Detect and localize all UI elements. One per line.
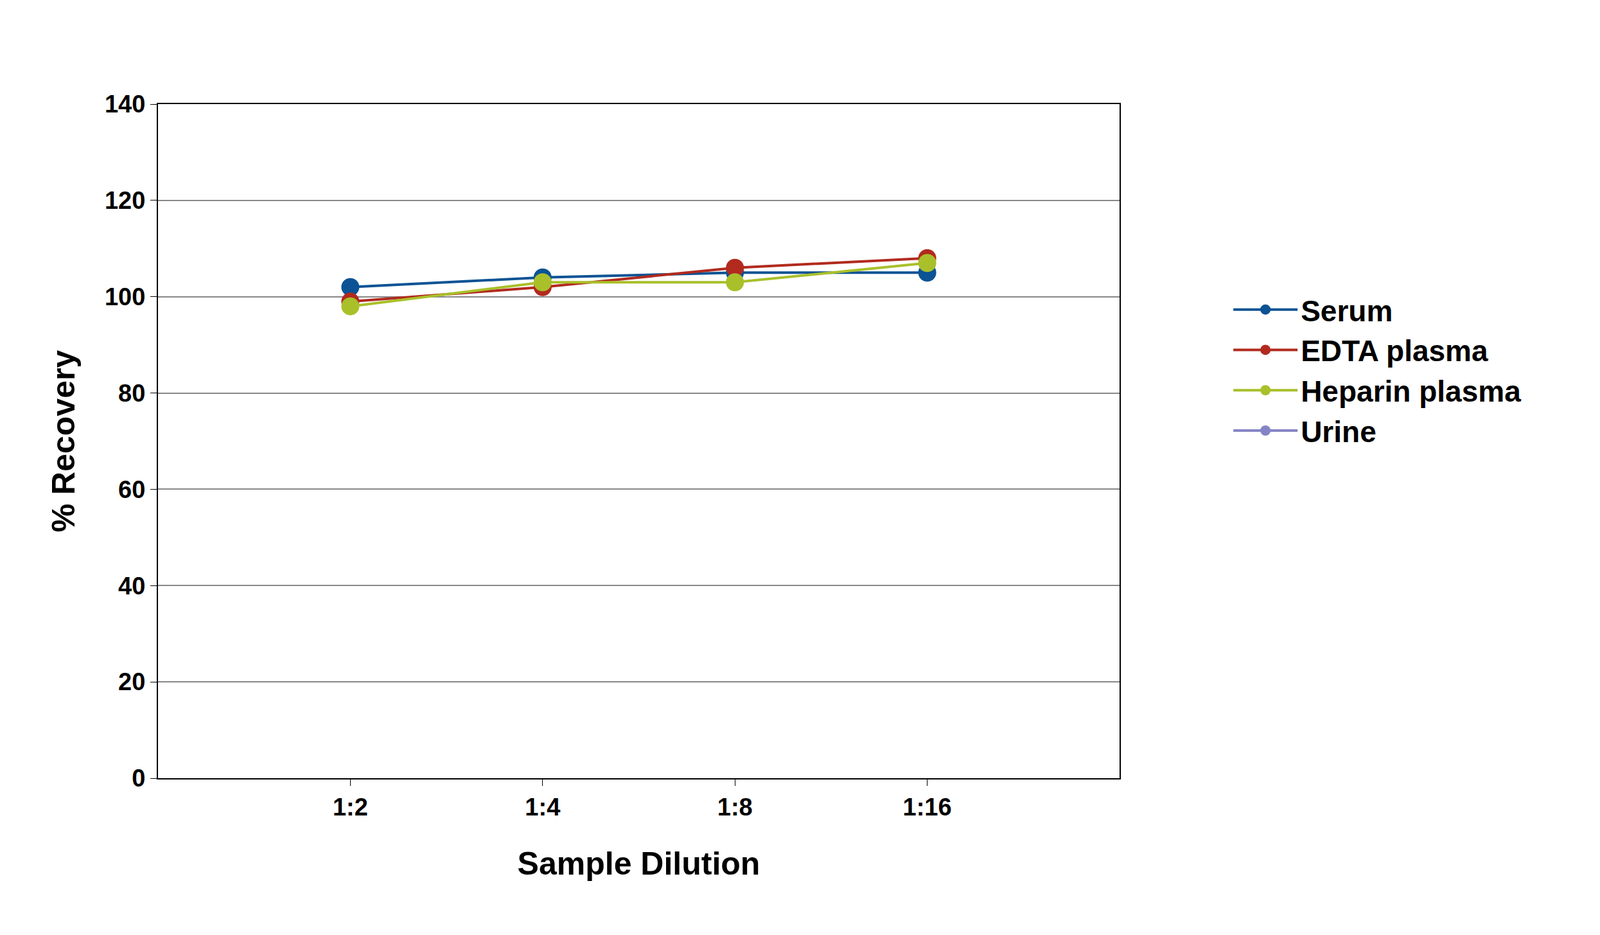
svg-text:20: 20 <box>118 668 146 695</box>
svg-text:Sample Dilution: Sample Dilution <box>517 845 761 882</box>
svg-text:140: 140 <box>104 90 146 118</box>
svg-text:% Recovery: % Recovery <box>45 350 82 533</box>
svg-text:100: 100 <box>104 283 146 311</box>
svg-text:1:8: 1:8 <box>717 793 753 821</box>
svg-text:60: 60 <box>118 475 146 503</box>
svg-text:Serum: Serum <box>1300 294 1393 328</box>
svg-text:1:4: 1:4 <box>524 793 561 821</box>
svg-text:Heparin plasma: Heparin plasma <box>1300 374 1521 408</box>
svg-text:Urine: Urine <box>1300 414 1377 449</box>
svg-text:120: 120 <box>104 186 146 214</box>
svg-text:1:2: 1:2 <box>332 793 369 821</box>
svg-text:1:16: 1:16 <box>903 793 952 821</box>
svg-text:40: 40 <box>118 572 146 600</box>
svg-text:EDTA plasma: EDTA plasma <box>1300 334 1489 368</box>
svg-text:80: 80 <box>118 379 146 407</box>
svg-text:0: 0 <box>131 764 146 792</box>
